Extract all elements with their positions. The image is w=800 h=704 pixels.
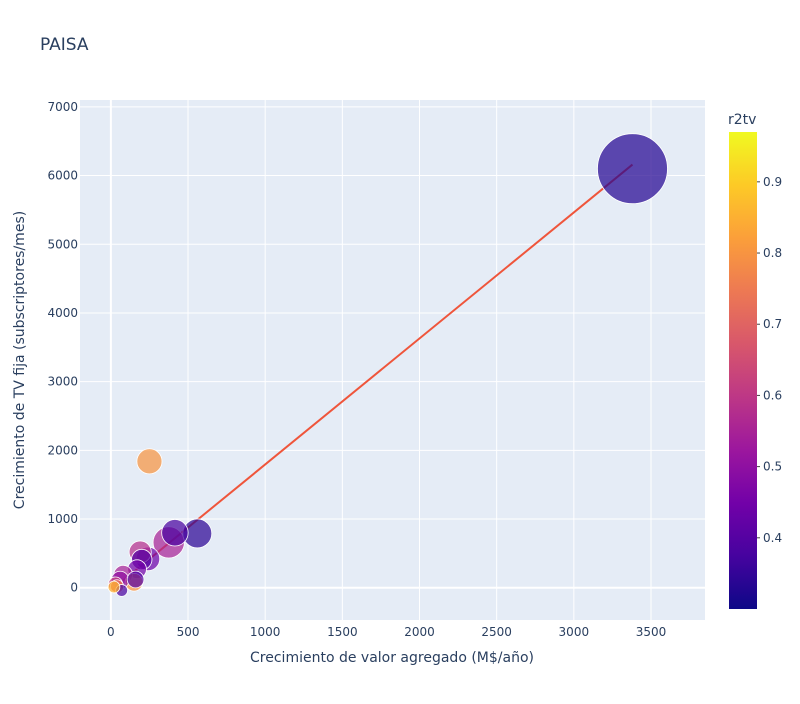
points-layer [107,133,668,597]
y-tick-label: 7000 [47,100,78,114]
x-axis-ticks: 0 500 1000 1500 2000 2500 3000 3500 [107,625,666,639]
data-point[interactable] [597,133,668,205]
y-tick-label: 4000 [47,306,78,320]
colorbar-tick-label: 0.5 [763,460,782,474]
y-axis-title: Crecimiento de TV fija (subscriptores/me… [12,211,28,509]
y-tick-label: 3000 [47,375,78,389]
y-axis-ticks: 0 1000 2000 3000 4000 5000 6000 7000 [47,100,78,595]
x-axis-title: Crecimiento de valor agregado (M$/año) [250,650,534,666]
data-point[interactable] [161,519,189,547]
data-point[interactable] [126,570,145,589]
x-tick-label: 1000 [250,625,281,639]
y-tick-label: 5000 [47,237,78,251]
colorbar [729,132,757,609]
x-tick-label: 0 [107,625,115,639]
data-point[interactable] [136,448,163,475]
y-tick-label: 2000 [47,443,78,457]
colorbar-tick-label: 0.9 [763,175,782,189]
chart-title: PAISA [40,35,89,55]
data-point[interactable] [107,580,121,594]
y-tick-label: 1000 [47,512,78,526]
colorbar-title: r2tv [728,112,756,128]
x-tick-label: 3500 [636,625,667,639]
colorbar-ticks: 0.4 0.5 0.6 0.7 0.8 0.9 [757,175,782,545]
y-tick-label: 0 [70,581,78,595]
x-tick-label: 500 [177,625,200,639]
y-tick-label: 6000 [47,169,78,183]
colorbar-tick-label: 0.4 [763,531,782,545]
x-tick-label: 1500 [327,625,358,639]
colorbar-tick-label: 0.8 [763,246,782,260]
colorbar-tick-label: 0.6 [763,388,782,402]
x-tick-label: 2500 [481,625,512,639]
x-tick-label: 3000 [559,625,590,639]
colorbar-tick-label: 0.7 [763,317,782,331]
x-tick-label: 2000 [404,625,435,639]
